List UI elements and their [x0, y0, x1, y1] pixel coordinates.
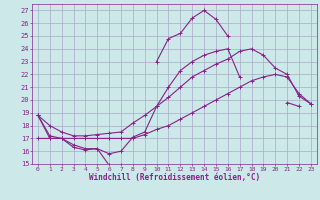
- X-axis label: Windchill (Refroidissement éolien,°C): Windchill (Refroidissement éolien,°C): [89, 173, 260, 182]
